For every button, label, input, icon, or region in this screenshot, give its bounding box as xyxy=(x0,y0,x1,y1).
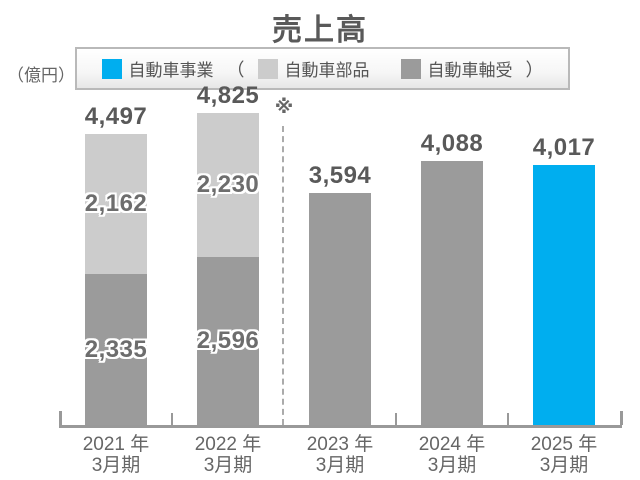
x-category-period: 3月期 xyxy=(315,455,365,476)
legend-item-label: 自動車部品 xyxy=(284,61,370,80)
segment-value-label: 2,335 xyxy=(84,335,148,363)
bar-total-label: 4,825 xyxy=(196,82,260,109)
legend-open-paren: （ xyxy=(226,59,245,80)
bar-total-label: 4,017 xyxy=(532,134,596,161)
x-axis-tick xyxy=(59,411,62,425)
x-axis-tick xyxy=(507,413,509,425)
x-category-period: 3月期 xyxy=(539,455,589,476)
bar-total-label: 4,497 xyxy=(84,103,148,130)
x-category-period: 3月期 xyxy=(91,455,141,476)
dashed-divider xyxy=(282,126,284,425)
footnote-mark: ※ xyxy=(274,97,294,118)
segment-value-label: 2,162 xyxy=(84,190,148,217)
x-category-year: 2025 年 xyxy=(530,434,598,455)
segment-value-label: 2,230 xyxy=(196,171,260,198)
legend-item: 自動車事業 xyxy=(101,56,214,81)
bar-segment xyxy=(309,193,371,425)
legend-swatch-icon xyxy=(257,58,278,79)
legend-item: 自動車部品 xyxy=(257,56,370,81)
bar-segment xyxy=(421,161,483,425)
legend-item: 自動車軸受 xyxy=(400,56,513,81)
bar-segment: 2,162 xyxy=(85,134,147,274)
x-category-year: 2024 年 xyxy=(418,434,486,455)
legend-swatch-icon xyxy=(400,58,421,79)
bar-segment: 2,335 xyxy=(85,274,147,425)
legend-close-paren: ） xyxy=(525,59,544,80)
x-category-year: 2021 年 xyxy=(82,434,150,455)
bar-segment xyxy=(533,165,595,425)
x-category-label: 2023 年 3月期 xyxy=(280,434,400,476)
chart-title: 売上高 xyxy=(272,14,368,47)
x-category-year: 2022 年 xyxy=(194,434,262,455)
x-category-label: 2021 年 3月期 xyxy=(56,434,176,476)
x-axis-tick xyxy=(395,413,397,425)
legend: 自動車事業 （ 自動車部品 自動車軸受 ） xyxy=(75,47,570,90)
x-category-year: 2023 年 xyxy=(306,434,374,455)
unit-label: （億円） xyxy=(7,66,75,85)
bar-segment: 2,596 xyxy=(197,257,259,425)
x-axis-line xyxy=(59,425,622,428)
x-category-label: 2025 年 3月期 xyxy=(504,434,624,476)
bar-segment: 2,230 xyxy=(197,113,259,257)
x-category-label: 2024 年 3月期 xyxy=(392,434,512,476)
x-category-period: 3月期 xyxy=(203,455,253,476)
segment-value-label: 2,596 xyxy=(196,327,260,354)
x-axis-tick xyxy=(620,411,623,425)
x-axis-tick xyxy=(171,413,173,425)
legend-item-label: 自動車軸受 xyxy=(427,61,513,80)
legend-swatch-icon xyxy=(101,58,122,79)
legend-item-label: 自動車事業 xyxy=(128,61,214,80)
x-category-label: 2022 年 3月期 xyxy=(168,434,288,476)
bar-total-label: 3,594 xyxy=(308,162,372,189)
bar-total-label: 4,088 xyxy=(420,130,484,157)
x-category-period: 3月期 xyxy=(427,455,477,476)
